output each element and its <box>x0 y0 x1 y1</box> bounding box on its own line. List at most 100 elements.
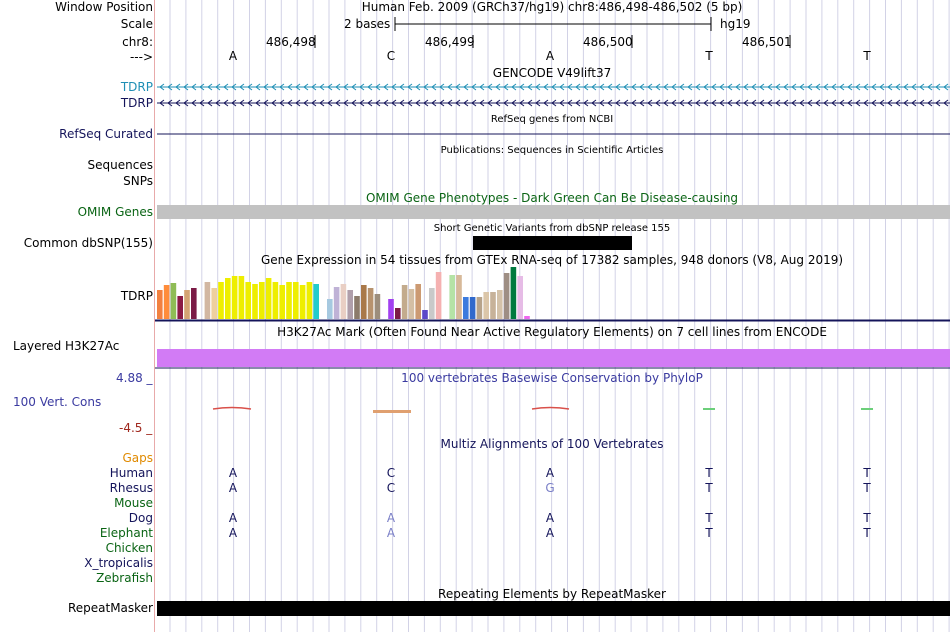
publications-track-label[interactable]: Sequences <box>87 158 153 172</box>
gtex-tissue-bar <box>510 267 517 319</box>
refseq-track-label[interactable]: RefSeq Curated <box>59 127 153 141</box>
h3k27ac-track-label[interactable]: Layered H3K27Ac <box>13 339 120 353</box>
publications-track-title[interactable]: Publications: Sequences in Scientific Ar… <box>440 145 664 156</box>
position-tick-label: 486,501 <box>742 35 792 49</box>
alignment-base: T <box>705 466 713 480</box>
alignment-base: C <box>386 481 396 495</box>
scale-assembly: hg19 <box>720 17 751 31</box>
refseq-track-title[interactable]: RefSeq genes from NCBI <box>490 114 614 125</box>
window-position-value[interactable]: Human Feb. 2009 (GRCh37/hg19) chr8:486,4… <box>361 0 743 14</box>
multiz-track-title[interactable]: Multiz Alignments of 100 Vertebrates <box>440 437 664 451</box>
scale-label: Scale <box>120 17 153 31</box>
gtex-tissue-bar <box>490 292 496 319</box>
chrom-label: chr8: <box>122 35 153 49</box>
conservation-track-label[interactable]: 100 Vert. Cons <box>13 395 102 409</box>
gtex-tissue-bar <box>286 282 292 319</box>
gencode-gene-label[interactable]: TDRP <box>120 96 153 110</box>
base-letter: A <box>228 49 238 63</box>
alignment-base: T <box>863 511 871 525</box>
omim-track-label[interactable]: OMIM Genes <box>77 205 153 219</box>
conservation-mark <box>212 406 252 410</box>
base-letter: A <box>545 49 555 63</box>
position-tick-label: 486,498 <box>266 35 316 49</box>
gtex-tissue-bar <box>299 285 306 319</box>
species-label-human[interactable]: Human <box>109 466 153 480</box>
repeatmasker-track-title[interactable]: Repeating Elements by RepeatMasker <box>438 587 666 601</box>
base-letter: T <box>705 49 713 63</box>
gtex-tissue-bar <box>252 284 258 319</box>
repeatmasker-track-label[interactable]: RepeatMasker <box>67 601 153 615</box>
position-tick-label: 486,499 <box>425 35 475 49</box>
gtex-tissue-bar <box>211 288 217 319</box>
gtex-tissue-bar <box>401 285 408 319</box>
gtex-tissue-bar <box>279 285 285 319</box>
species-label-x-tropicalis[interactable]: X_tropicalis <box>84 556 153 570</box>
species-label-elephant[interactable]: Elephant <box>99 526 153 540</box>
h3k27ac-signal <box>157 349 950 367</box>
alignment-base: T <box>863 481 871 495</box>
gtex-tissue-bar <box>497 290 503 319</box>
gtex-track-label[interactable]: TDRP <box>120 289 153 303</box>
scale-text: 2 bases <box>344 17 391 31</box>
gtex-tissue-bar <box>272 282 279 319</box>
gtex-tissue-bar <box>449 275 455 319</box>
alignment-base: A <box>228 511 238 525</box>
gtex-tissue-bar <box>245 282 251 319</box>
alignment-base: T <box>705 526 713 540</box>
strand-label: ---> <box>129 50 153 64</box>
h3k27ac-track-title[interactable]: H3K27Ac Mark (Often Found Near Active Re… <box>277 325 827 339</box>
species-label-zebrafish[interactable]: Zebrafish <box>96 571 153 585</box>
conservation-mark <box>531 406 570 410</box>
gtex-tissue-bar <box>435 272 442 319</box>
alignment-base: T <box>705 511 713 525</box>
conservation-mark <box>703 408 715 410</box>
gtex-tissue-bar <box>429 288 435 319</box>
repeatmasker-bar <box>157 601 950 616</box>
dbsnp-track-title[interactable]: Short Genetic Variants from dbSNP releas… <box>433 223 671 234</box>
gencode-gene-label[interactable]: TDRP <box>120 80 153 94</box>
base-letter: T <box>863 49 871 63</box>
gtex-tissue-bar <box>388 299 394 319</box>
gtex-tissue-bar <box>367 288 374 319</box>
strand-chevrons <box>159 99 949 107</box>
gtex-tissue-bar <box>184 290 190 319</box>
alignment-base: T <box>863 466 871 480</box>
window-position-label: Window Position <box>55 0 153 14</box>
gtex-tissue-bar <box>225 278 231 319</box>
alignment-base: A <box>228 481 238 495</box>
alignment-base: T <box>863 526 871 540</box>
alignment-base-mismatch: G <box>545 481 555 495</box>
alignment-base-mismatch: A <box>386 511 396 525</box>
gtex-tissue-bar <box>163 285 170 319</box>
conservation-track-title[interactable]: 100 vertebrates Basewise Conservation by… <box>401 371 703 385</box>
gtex-tissue-bar <box>177 296 183 319</box>
gtex-tissue-bar <box>333 287 340 319</box>
conservation-min-value: -4.5 _ <box>119 421 153 435</box>
alignment-base: A <box>545 466 555 480</box>
gencode-track-title[interactable]: GENCODE V49lift37 <box>492 66 612 80</box>
gtex-tissue-bar <box>347 290 353 319</box>
gtex-tissue-bar <box>422 310 428 319</box>
position-tick-label: 486,500 <box>583 35 633 49</box>
gtex-tissue-bar <box>265 278 272 319</box>
species-label-rhesus[interactable]: Rhesus <box>109 481 153 495</box>
species-label-mouse[interactable]: Mouse <box>114 496 153 510</box>
alignment-base: T <box>705 481 713 495</box>
dbsnp-track-label[interactable]: Common dbSNP(155) <box>23 236 153 250</box>
conservation-mark <box>861 408 873 410</box>
gtex-tissue-bar <box>463 297 469 319</box>
dbsnp-variant-bar <box>473 236 632 250</box>
snps-track-label[interactable]: SNPs <box>123 174 153 188</box>
species-label-chicken[interactable]: Chicken <box>105 541 153 555</box>
label-divider <box>154 0 155 632</box>
species-label-dog[interactable]: Dog <box>128 511 153 525</box>
alignment-base: A <box>228 526 238 540</box>
omim-track-title[interactable]: OMIM Gene Phenotypes - Dark Green Can Be… <box>365 191 739 205</box>
gtex-track-title[interactable]: Gene Expression in 54 tissues from GTEx … <box>260 253 844 267</box>
base-letter: C <box>386 49 396 63</box>
gtex-tissue-bar <box>456 275 462 319</box>
gtex-tissue-bar <box>238 276 245 319</box>
gtex-tissue-bar <box>361 285 367 319</box>
gaps-label: Gaps <box>122 451 153 465</box>
